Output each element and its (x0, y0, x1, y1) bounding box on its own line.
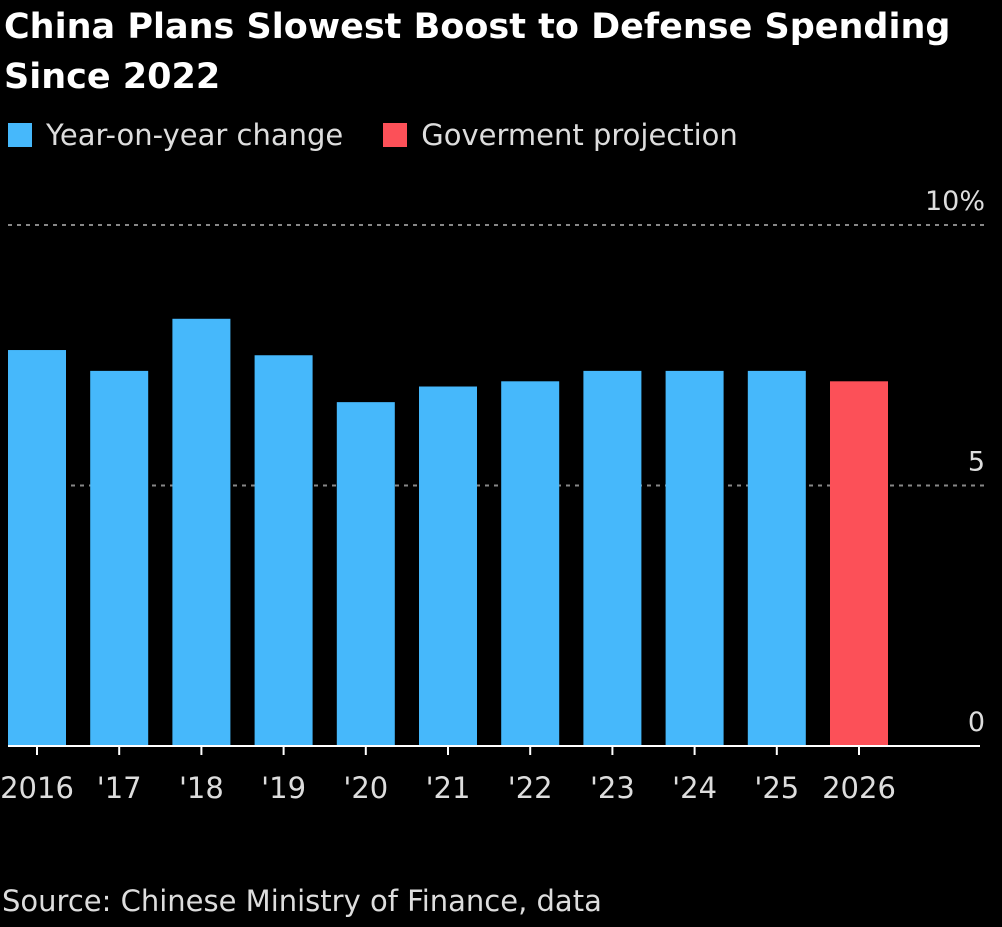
chart-title: China Plans Slowest Boost to Defense Spe… (4, 7, 951, 97)
x-tick-label: 2016 (0, 771, 74, 805)
bar (830, 381, 888, 746)
bar (501, 381, 560, 746)
y-tick-label: 0 (968, 707, 985, 738)
x-tick-label: '20 (343, 771, 388, 805)
bar (172, 318, 231, 746)
bar (583, 370, 642, 746)
legend-item-yoy: Year-on-year change (8, 118, 343, 152)
x-tick-label: '22 (508, 771, 553, 805)
y-tick-label: 5 (968, 447, 985, 478)
x-tick-label: 2026 (822, 771, 896, 805)
bar (747, 370, 806, 746)
bar (254, 355, 313, 746)
legend-label-yoy: Year-on-year change (46, 118, 344, 152)
legend: Year-on-year change Goverment projection (8, 118, 778, 152)
x-tick-label: '25 (754, 771, 799, 805)
x-tick-label: '17 (97, 771, 142, 805)
x-tick-label: '24 (672, 771, 717, 805)
legend-swatch-yoy (8, 123, 32, 147)
bar (665, 370, 724, 746)
bar (90, 370, 149, 746)
legend-swatch-projection (383, 123, 408, 147)
legend-label-projection: Goverment projection (421, 118, 738, 152)
x-tick-label: '23 (590, 771, 635, 805)
source-note: Source: Chinese Ministry of Finance, dat… (2, 884, 602, 918)
y-tick-label: 10% (925, 186, 985, 217)
bar (419, 386, 477, 746)
bar (8, 350, 66, 746)
x-tick-label: '19 (261, 771, 306, 805)
x-tick-label: '21 (426, 771, 471, 805)
bar (336, 402, 395, 746)
legend-item-projection: Goverment projection (383, 118, 738, 152)
x-tick-label: '18 (179, 771, 224, 805)
